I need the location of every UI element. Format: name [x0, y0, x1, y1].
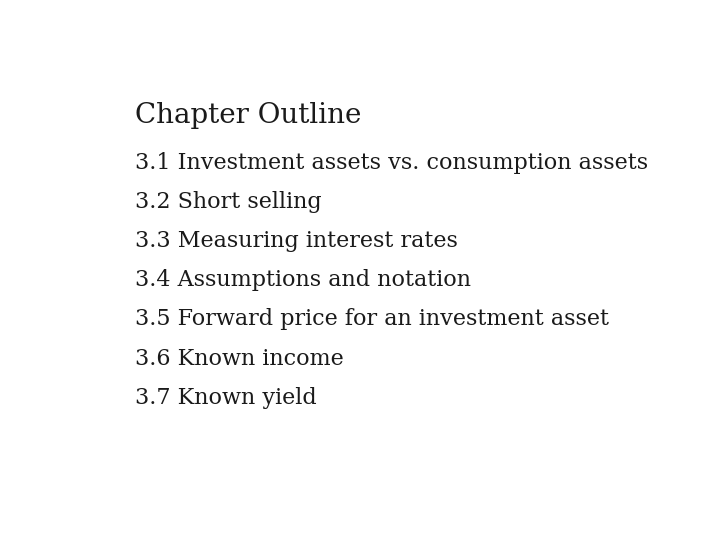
- Text: Chapter Outline: Chapter Outline: [135, 102, 361, 129]
- Text: 3.2 Short selling: 3.2 Short selling: [135, 191, 321, 213]
- Text: 3.4 Assumptions and notation: 3.4 Assumptions and notation: [135, 269, 471, 292]
- Text: 3.3 Measuring interest rates: 3.3 Measuring interest rates: [135, 230, 457, 252]
- Text: 3.7 Known yield: 3.7 Known yield: [135, 387, 316, 409]
- Text: 3.5 Forward price for an investment asset: 3.5 Forward price for an investment asse…: [135, 308, 608, 330]
- Text: 3.1 Investment assets vs. consumption assets: 3.1 Investment assets vs. consumption as…: [135, 152, 648, 174]
- Text: 3.6 Known income: 3.6 Known income: [135, 348, 343, 369]
